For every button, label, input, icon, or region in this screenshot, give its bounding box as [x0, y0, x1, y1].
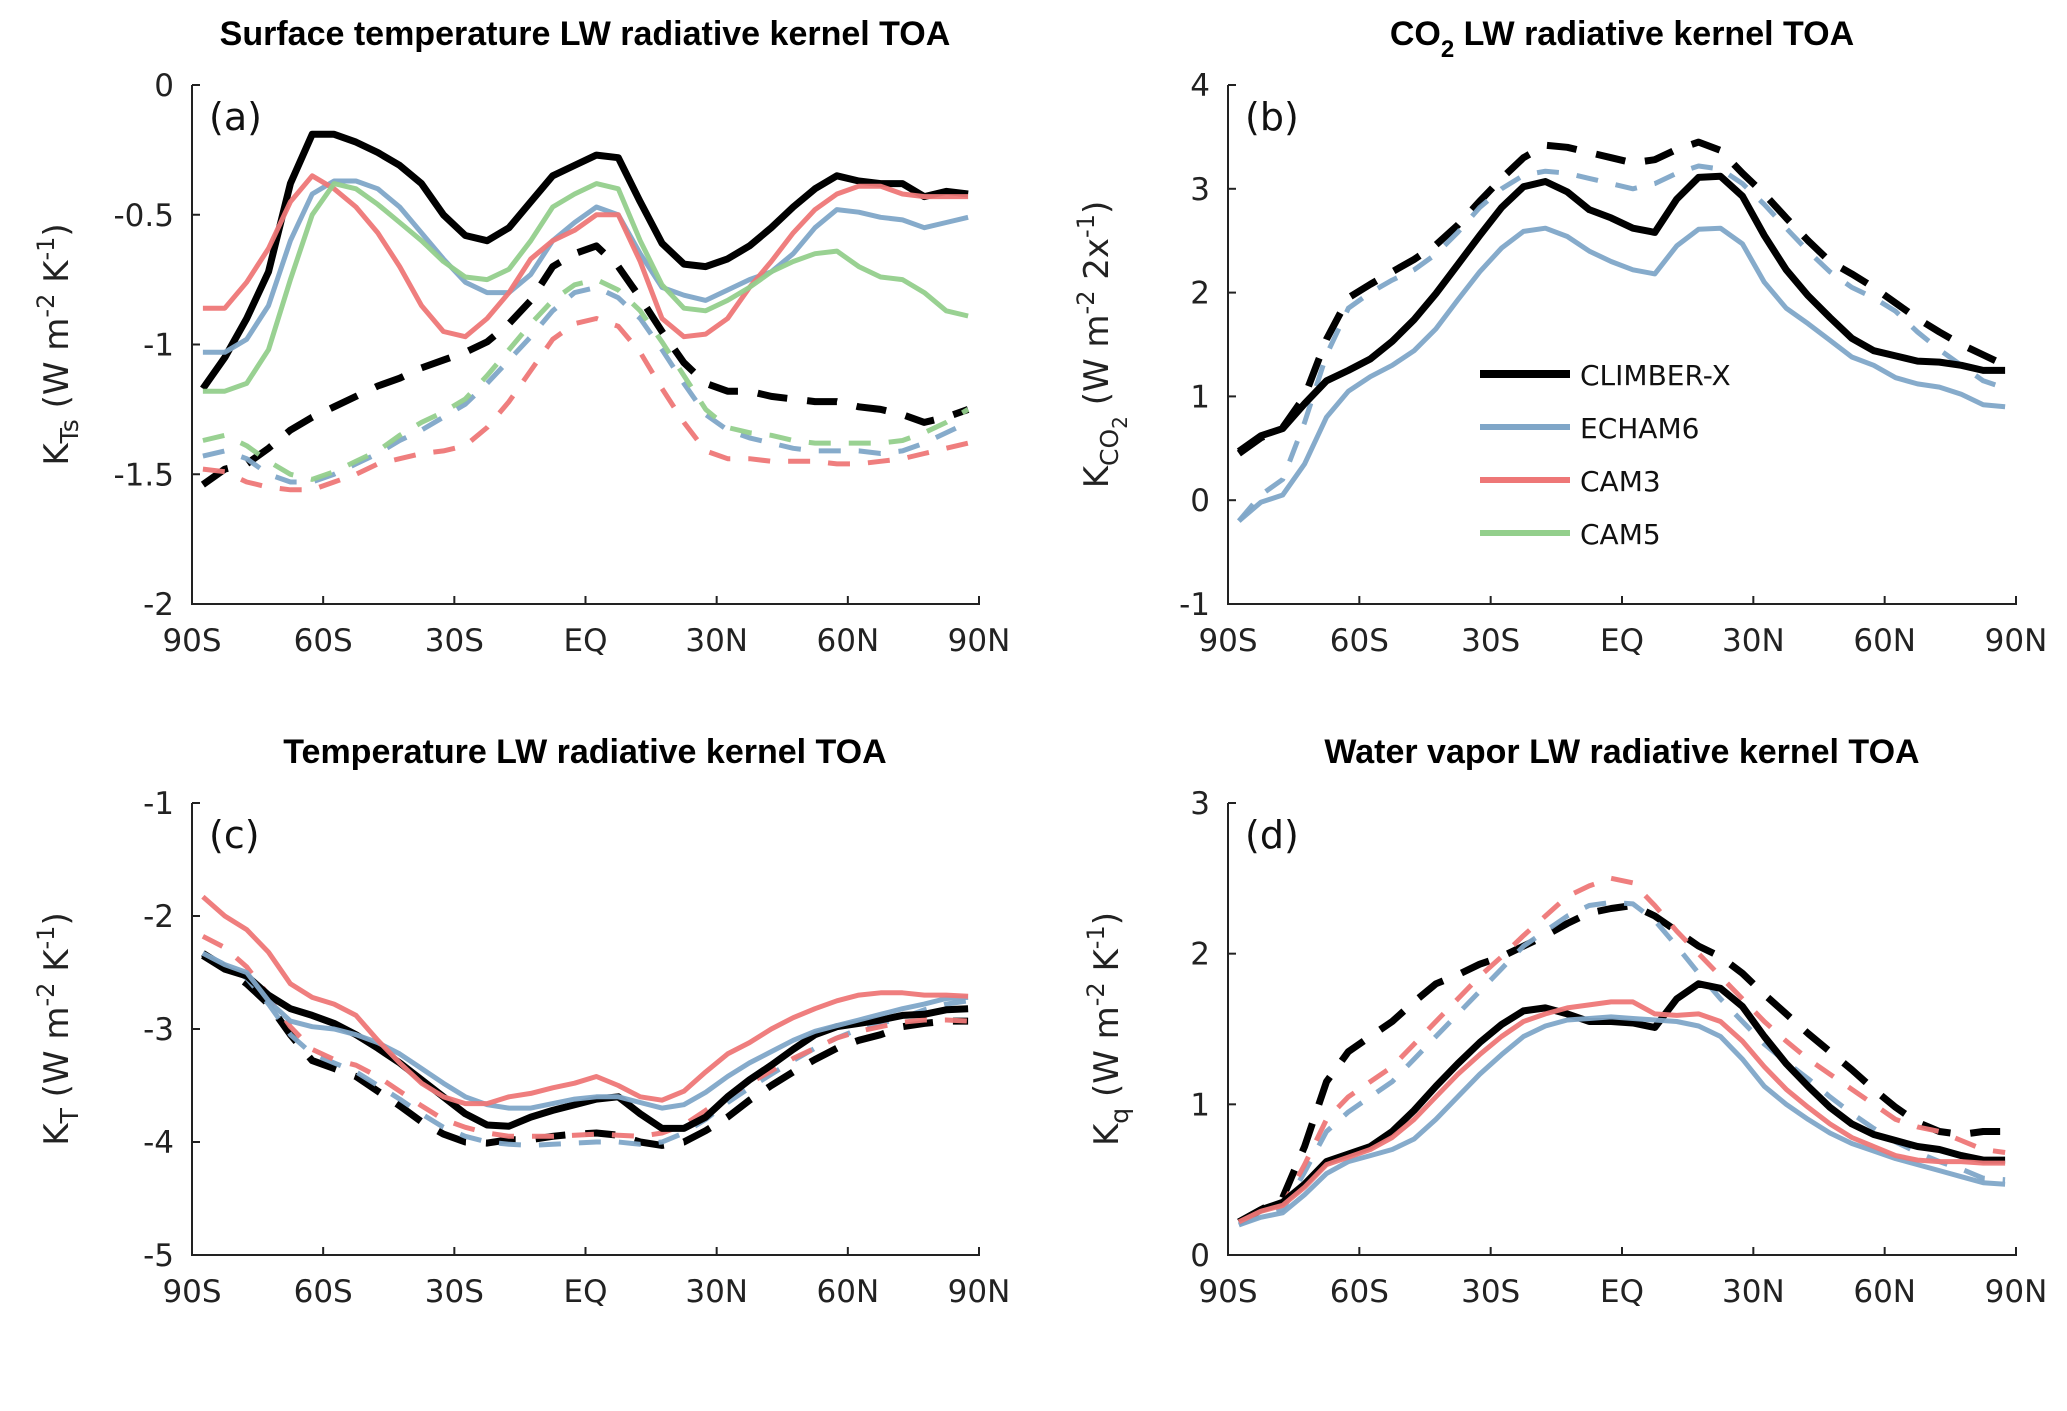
series-line-climber-x-dashed: [1236, 138, 2007, 457]
series-line-climber-x-dashed: [1237, 902, 2006, 1225]
y-tick-label: -1: [1179, 587, 1210, 623]
legend-label: CAM3: [1580, 465, 1661, 498]
x-tick-label: 30S: [1461, 623, 1520, 659]
x-tick-label: 60N: [817, 1274, 880, 1310]
x-tick-label: 60N: [1853, 1274, 1916, 1310]
series-line-climber-x: [1237, 980, 2006, 1225]
y-tick-label: 3: [1190, 786, 1210, 822]
panel-label: (d): [1245, 813, 1299, 857]
y-tick-label: -1: [143, 328, 174, 364]
x-tick-label: EQ: [1600, 623, 1644, 659]
y-tick-label: 2: [1190, 276, 1210, 312]
y-axis-label: KT (W m-2 K-1): [32, 912, 84, 1145]
y-axis-label: KTs (W m-2 K-1): [32, 223, 84, 465]
x-tick-label: 60S: [294, 623, 353, 659]
panel-label: (a): [209, 95, 262, 139]
series-line-echam6: [202, 178, 969, 355]
y-tick-label: -4: [143, 1125, 174, 1161]
x-tick-label: 30N: [1722, 623, 1785, 659]
y-tick-label: 4: [1190, 68, 1210, 104]
x-tick-label: 90S: [1198, 623, 1257, 659]
x-tick-label: 60S: [1330, 623, 1389, 659]
legend-label: CLIMBER-X: [1580, 359, 1731, 392]
series-line-echam6: [1237, 225, 2006, 523]
y-tick-label: -2: [143, 899, 174, 935]
y-tick-label: 1: [1190, 1087, 1210, 1123]
series-line-climber-x: [201, 952, 969, 1132]
x-tick-label: 60N: [817, 623, 880, 659]
series-line-cam5: [202, 181, 969, 394]
x-tick-label: 30S: [425, 623, 484, 659]
panel-c: Temperature LW radiative kernel TOA 90S 60…: [32, 733, 1010, 1310]
panel-a: Surface temperature LW radiative kernel …: [32, 15, 1010, 659]
legend: CLIMBER-X ECHAM6 CAM3 CAM5: [1480, 359, 1731, 551]
series-line-cam3: [1237, 999, 2006, 1225]
x-tick-label: 90N: [1985, 1274, 2048, 1310]
panel-d: Water vapor LW radiative kernel TOA 90S 60…: [1082, 733, 2047, 1310]
series-line-echam6: [201, 951, 969, 1111]
y-tick-label: 3: [1190, 172, 1210, 208]
x-tick-label: 60N: [1853, 623, 1916, 659]
y-tick-label: 1: [1190, 379, 1210, 415]
x-tick-label: 90N: [948, 1274, 1011, 1310]
series-line-cam3-dashed: [1237, 875, 2006, 1225]
y-axis-label: KCO2 (W m-2 2x-1): [1072, 201, 1132, 489]
series-line-cam3: [202, 173, 969, 340]
y-tick-label: 2: [1190, 937, 1210, 973]
series-line-echam6: [1238, 1014, 2006, 1228]
x-tick-label: 30S: [1461, 1274, 1520, 1310]
x-tick-label: EQ: [1600, 1274, 1644, 1310]
series-line-cam3-dashed: [202, 316, 969, 493]
x-tick-label: 30N: [685, 1274, 748, 1310]
y-tick-label: -5: [143, 1238, 174, 1274]
axes-frame: [191, 803, 980, 1256]
legend-label: ECHAM6: [1580, 412, 1699, 445]
x-tick-label: 30N: [685, 623, 748, 659]
series-line-climber-x: [1236, 172, 2006, 455]
x-tick-label: 90S: [1198, 1274, 1257, 1310]
y-tick-label: 0: [1190, 483, 1210, 519]
series-line-cam3: [201, 894, 969, 1107]
x-tick-label: 90S: [162, 1274, 221, 1310]
series-line-echam6-dashed: [202, 284, 970, 485]
y-tick-label: -3: [143, 1012, 174, 1048]
chart-title: Temperature LW radiative kernel TOA: [283, 733, 886, 771]
x-tick-label: EQ: [564, 1274, 608, 1310]
series-line-echam6-dashed: [1237, 899, 2006, 1228]
series-line-cam5-dashed: [202, 277, 970, 482]
x-tick-label: 30N: [1722, 1274, 1785, 1310]
y-tick-label: 0: [154, 68, 174, 104]
x-tick-label: 60S: [294, 1274, 353, 1310]
y-tick-label: -2: [143, 587, 174, 623]
y-tick-label: -1: [143, 786, 174, 822]
x-tick-label: 60S: [1330, 1274, 1389, 1310]
axes-frame: [1227, 803, 2017, 1256]
series-line-climber-x: [200, 130, 969, 391]
panel-label: (c): [209, 813, 260, 857]
x-tick-label: 90S: [162, 623, 221, 659]
y-tick-label: -0.5: [114, 198, 175, 234]
x-tick-label: 90N: [1985, 623, 2048, 659]
legend-label: CAM5: [1580, 518, 1661, 551]
x-tick-label: EQ: [564, 623, 608, 659]
series-line-cam3-dashed: [201, 934, 969, 1139]
y-tick-label: 0: [1190, 1238, 1210, 1274]
y-tick-label: -1.5: [114, 457, 175, 493]
chart-title: CO2 LW radiative kernel TOA: [1390, 15, 1854, 63]
series-line-climber-x-dashed: [200, 242, 970, 488]
series-line-echam6-dashed: [1236, 163, 2006, 523]
x-tick-label: 30S: [425, 1274, 484, 1310]
y-axis-label: Kq (W m-2 K-1): [1082, 912, 1134, 1146]
chart-title: Water vapor LW radiative kernel TOA: [1324, 733, 1919, 771]
x-tick-label: 90N: [948, 623, 1011, 659]
chart-title: Surface temperature LW radiative kernel …: [220, 15, 951, 53]
panel-label: (b): [1245, 95, 1299, 139]
